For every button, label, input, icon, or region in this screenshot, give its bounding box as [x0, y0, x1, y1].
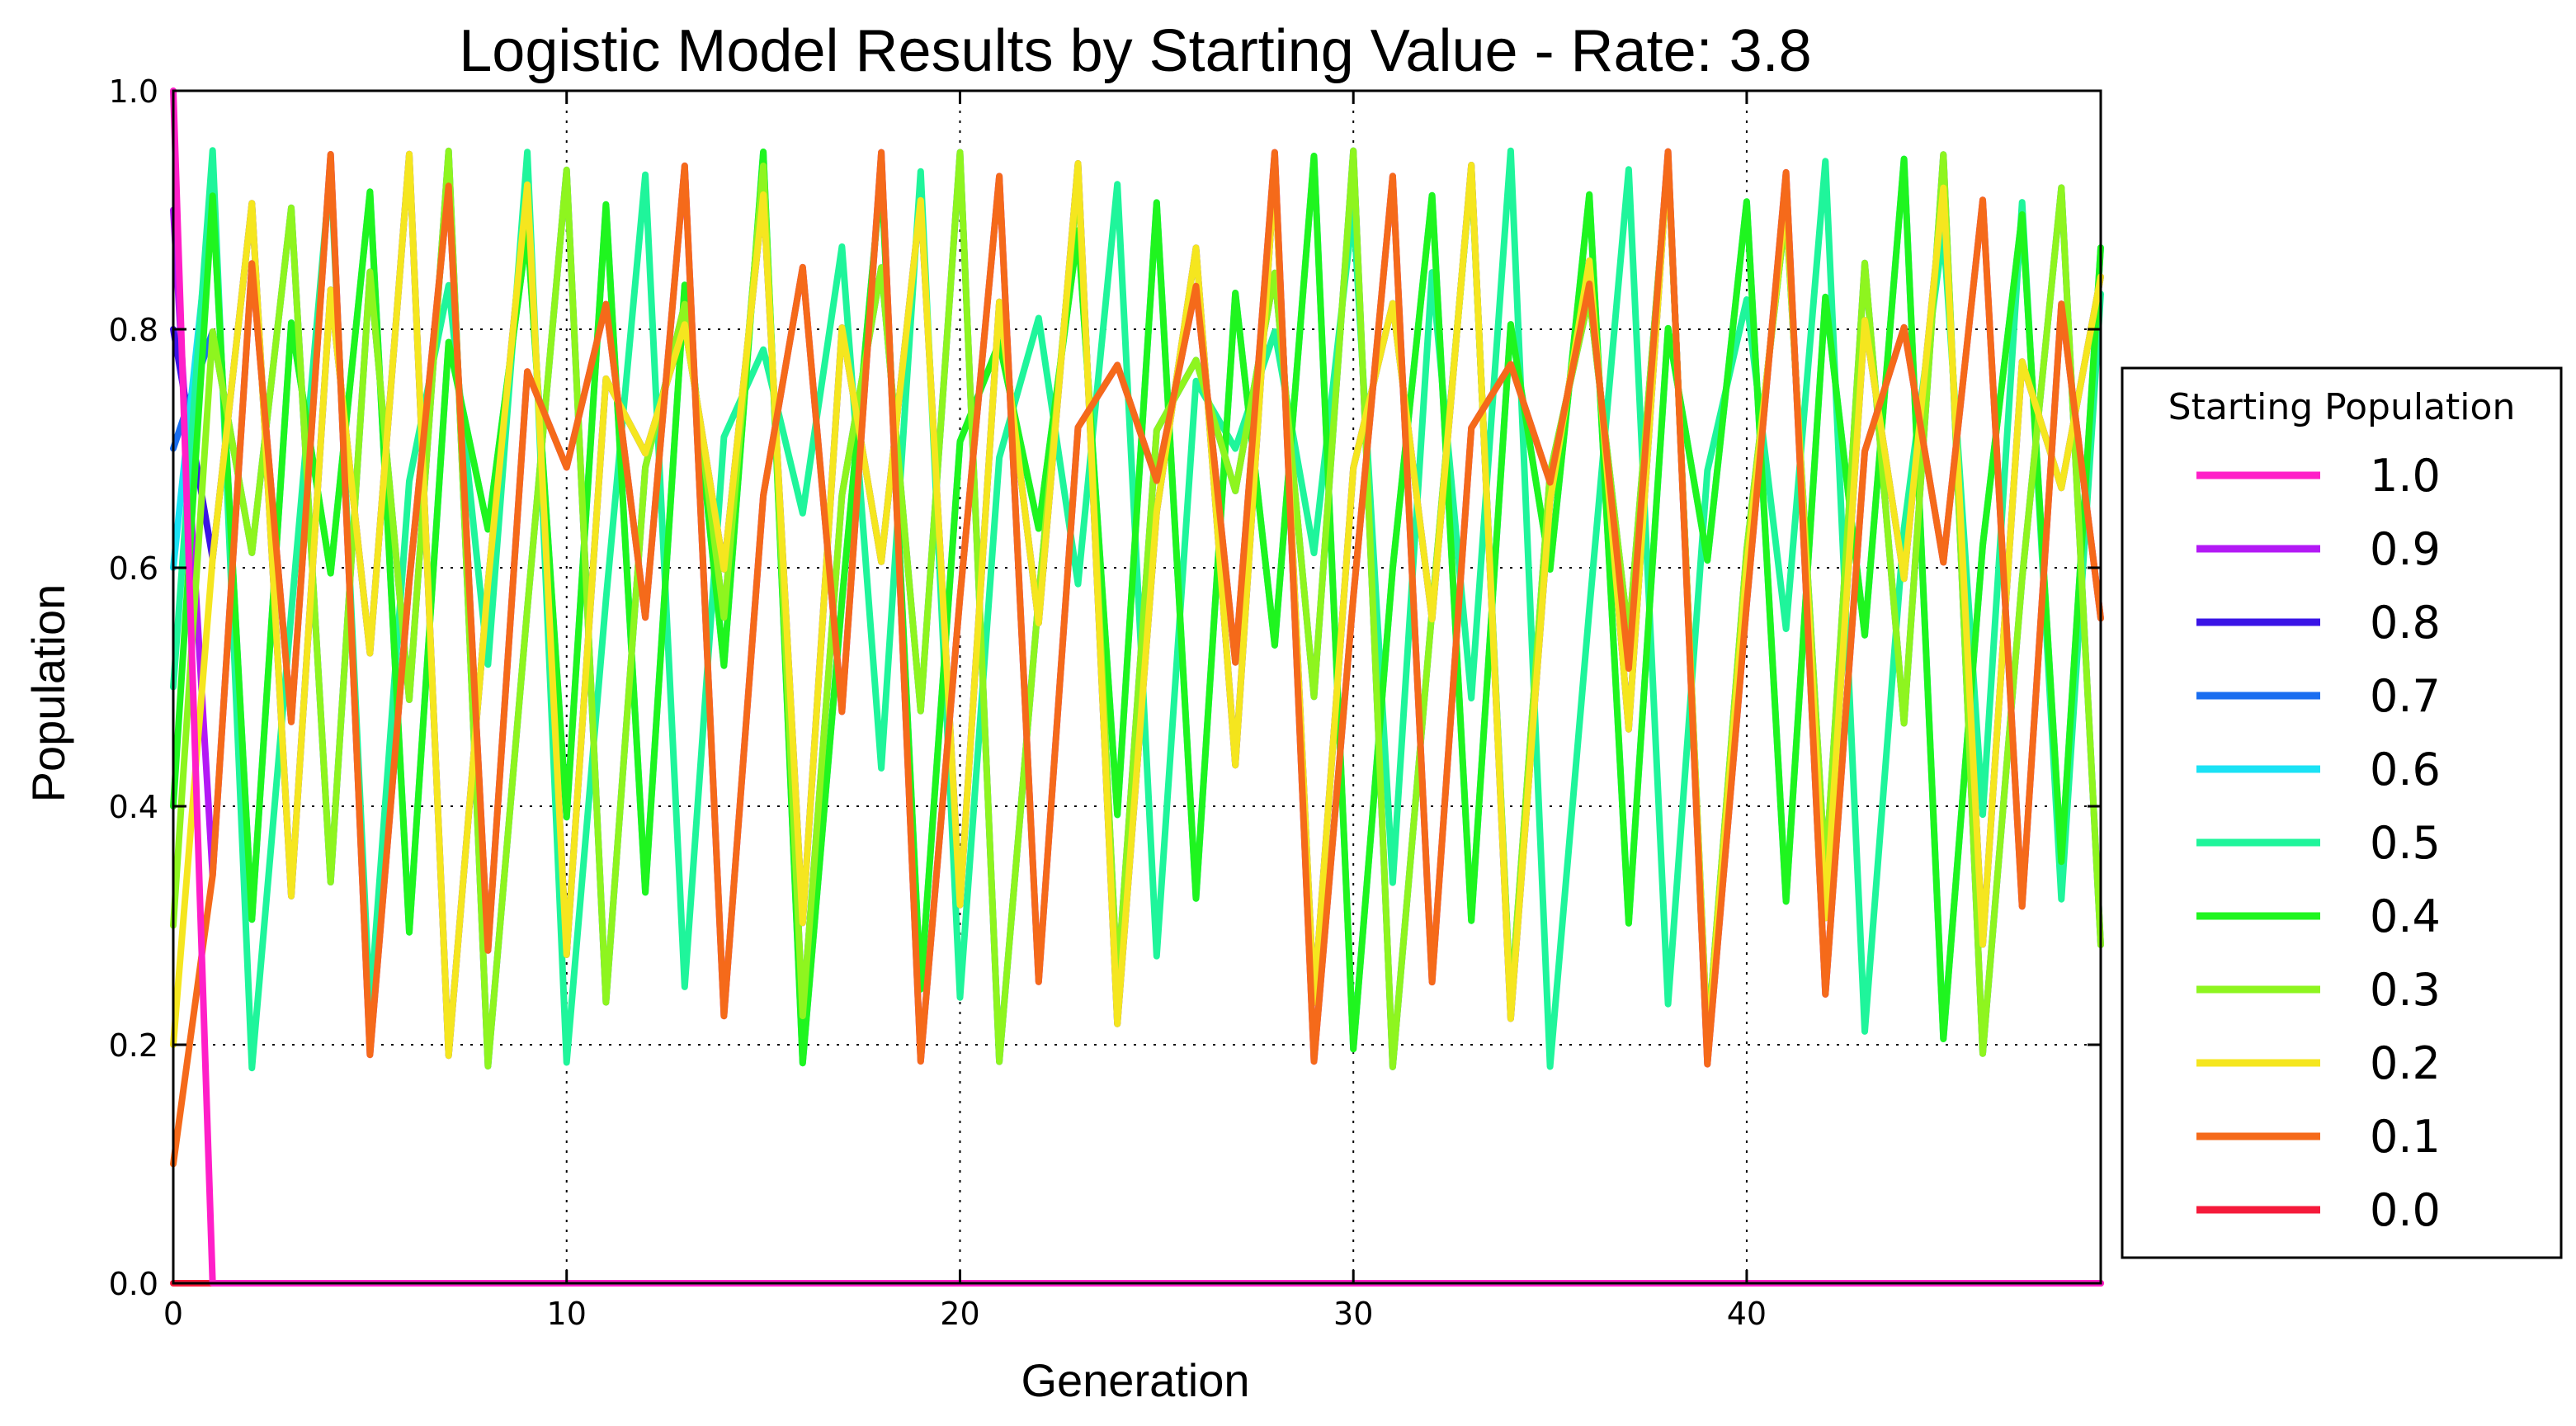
y-tick-label: 1.0 [109, 73, 158, 110]
series-lines [170, 87, 2104, 1287]
chart-title: Logistic Model Results by Starting Value… [459, 18, 1811, 84]
legend-box [2121, 366, 2563, 1259]
x-tick-label: 40 [1727, 1296, 1767, 1332]
legend-label-0-7: 0.7 [2370, 670, 2441, 722]
y-axis-ticks: 0.0 0.2 0.4 0.6 0.8 1.0 [109, 73, 2101, 1302]
legend-label-0-8: 0.8 [2370, 597, 2441, 649]
series-line-0-4 [170, 149, 2104, 1067]
x-tick-label: 20 [940, 1296, 979, 1332]
x-tick-label: 0 [163, 1296, 183, 1332]
x-axis-label: Generation [1021, 1354, 1249, 1406]
legend-label-0-1: 0.1 [2370, 1111, 2441, 1163]
legend-label-0-3: 0.3 [2370, 964, 2441, 1016]
legend-label-0-2: 0.2 [2370, 1037, 2441, 1089]
legend-label-0-9: 0.9 [2370, 523, 2441, 575]
plot-area-frame [172, 89, 2102, 1285]
series-line-0-5 [170, 147, 2104, 1072]
y-tick-label: 0.2 [109, 1027, 158, 1064]
x-axis-ticks: 0 10 20 30 40 [163, 91, 1767, 1332]
legend-label-0-5: 0.5 [2370, 817, 2441, 869]
y-axis-label: Population [22, 584, 74, 803]
legend: Starting Population 1.0 0.9 0.8 0.7 0.6 0.5 0.… [2121, 366, 2563, 1259]
series-line-0-1 [170, 148, 2104, 1168]
y-tick-label: 0.4 [109, 789, 158, 825]
y-tick-label: 0.8 [109, 312, 158, 348]
x-tick-label: 10 [547, 1296, 587, 1332]
legend-label-1-0: 1.0 [2370, 450, 2441, 502]
y-tick-label: 0.0 [109, 1266, 158, 1302]
legend-items: 1.0 0.9 0.8 0.7 0.6 0.5 0.4 0.3 0.2 0.1 0.0 [2196, 450, 2441, 1236]
legend-label-0-4: 0.4 [2370, 890, 2441, 942]
legend-label-0-0: 0.0 [2370, 1184, 2441, 1236]
x-tick-label: 30 [1333, 1296, 1373, 1332]
legend-title: Starting Population [2168, 386, 2516, 428]
y-tick-label: 0.6 [109, 550, 158, 587]
legend-label-0-6: 0.6 [2370, 744, 2441, 796]
